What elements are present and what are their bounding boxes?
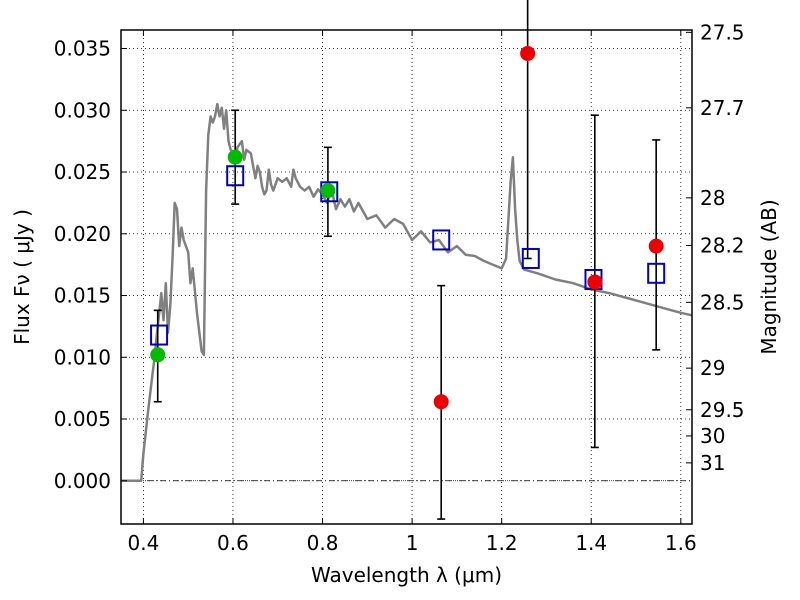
model-photometry-point (226, 165, 245, 187)
model-photometry-point (150, 324, 169, 346)
y2-tick-label: 27.5 (700, 20, 745, 44)
y-tick-label: 0.000 (54, 469, 111, 493)
y-tick-label: 0.010 (54, 345, 111, 369)
x-tick-label: 1.6 (665, 531, 697, 555)
plot-frame (120, 29, 693, 525)
y2-axis-label: Magnitude (AB) (757, 199, 781, 354)
y-tick-label: 0.025 (54, 160, 111, 184)
x-axis-label: Wavelength λ (μm) (311, 563, 502, 587)
x-tick-label: 0.8 (307, 531, 339, 555)
grid-lines (121, 30, 692, 524)
y2-tick-label: 28 (700, 186, 725, 210)
observed-point (433, 394, 449, 410)
model-photometry-point (521, 247, 540, 269)
y2-tick-label: 31 (700, 451, 725, 475)
model-spectrum (121, 102, 693, 483)
axis-ticks: 0.4 0.6 0.8 1 1.2 1.4 1.6 0.000 0.005 0.010 0.015 0… (54, 20, 745, 555)
y-tick-label: 0.005 (54, 407, 111, 431)
x-tick-label: 1.4 (575, 531, 607, 555)
data-points (150, 45, 666, 410)
detection-point (320, 183, 336, 199)
model-photometry-point (647, 262, 666, 284)
x-tick-label: 1 (406, 531, 419, 555)
observed-point (648, 238, 664, 254)
error-bars (153, 0, 661, 520)
y-tick-label: 0.015 (54, 284, 111, 308)
y2-tick-label: 28.2 (700, 234, 745, 258)
y2-tick-label: 28.5 (700, 290, 745, 314)
y2-tick-label: 29.5 (700, 398, 745, 422)
observed-point (587, 274, 603, 290)
y2-tick-label: 29 (700, 356, 725, 380)
model-sed-line (121, 102, 693, 483)
x-tick-label: 1.2 (486, 531, 518, 555)
y-tick-label: 0.030 (54, 98, 111, 122)
model-photometry-point (432, 229, 451, 251)
y2-tick-label: 30 (700, 424, 725, 448)
y2-tick-label: 27.7 (700, 96, 745, 120)
x-tick-label: 0.4 (127, 531, 159, 555)
y-axis-label: Flux Fν ( μJy ) (10, 209, 34, 345)
y-tick-label: 0.020 (54, 222, 111, 246)
detection-point (150, 347, 166, 363)
x-tick-label: 0.6 (217, 531, 249, 555)
detection-point (227, 149, 243, 165)
observed-point (520, 45, 536, 61)
y-tick-label: 0.035 (54, 37, 111, 61)
